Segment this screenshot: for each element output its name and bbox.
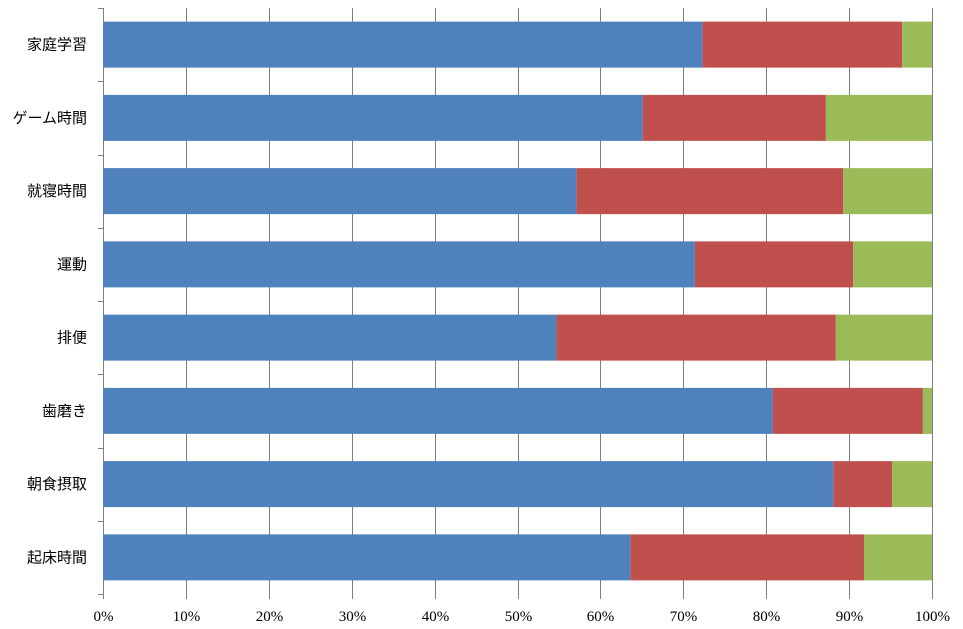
bar-2-1	[642, 94, 826, 141]
bar-1-6	[103, 461, 834, 508]
category-label-0: 家庭学習	[27, 36, 87, 54]
category-label-6: 朝食摂取	[27, 475, 87, 493]
bar-3-7	[864, 534, 932, 581]
x-tick-label-3: 30%	[339, 609, 367, 625]
category-label-4: 排便	[57, 329, 87, 347]
bar-2-4	[556, 314, 836, 361]
category-label-2: 就寝時間	[27, 182, 87, 200]
bar-3-3	[853, 241, 932, 288]
bar-3-4	[835, 314, 932, 361]
bar-1-0	[103, 21, 703, 68]
bar-3-2	[843, 168, 932, 215]
bar-1-2	[103, 168, 577, 215]
bar-1-1	[103, 94, 643, 141]
bar-1-3	[103, 241, 695, 288]
x-tick-label-1: 10%	[173, 609, 201, 625]
bar-1-4	[103, 314, 557, 361]
category-label-5: 歯磨き	[42, 402, 87, 420]
x-tick-label-0: 0%	[94, 609, 114, 625]
bar-2-5	[772, 387, 923, 434]
x-tick-label-8: 80%	[753, 609, 781, 625]
bar-2-0	[702, 21, 903, 68]
category-label-7: 起床時間	[27, 548, 87, 566]
category-label-1: ゲーム時間	[12, 109, 87, 127]
category-label-3: 運動	[57, 255, 87, 273]
x-tick-label-2: 20%	[256, 609, 284, 625]
bar-layer	[103, 21, 932, 581]
bar-3-1	[825, 94, 932, 141]
bar-2-2	[576, 168, 844, 215]
x-tick-label-7: 70%	[670, 609, 698, 625]
bar-3-5	[922, 387, 932, 434]
bar-2-7	[630, 534, 865, 581]
x-tick-label-4: 40%	[422, 609, 450, 625]
bar-2-6	[833, 461, 893, 508]
bar-1-7	[103, 534, 631, 581]
x-tick-label-10: 100%	[915, 609, 950, 625]
bar-3-0	[902, 21, 932, 68]
x-tick-label-6: 60%	[587, 609, 615, 625]
tick-layer: 0% 10% 20% 30% 40% 50% 60% 70% 80% 90% 100%	[94, 609, 951, 625]
x-tick-label-5: 50%	[505, 609, 533, 625]
bar-2-3	[694, 241, 854, 288]
bar-3-6	[892, 461, 932, 508]
bar-1-5	[103, 387, 773, 434]
x-tick-label-9: 90%	[836, 609, 864, 625]
